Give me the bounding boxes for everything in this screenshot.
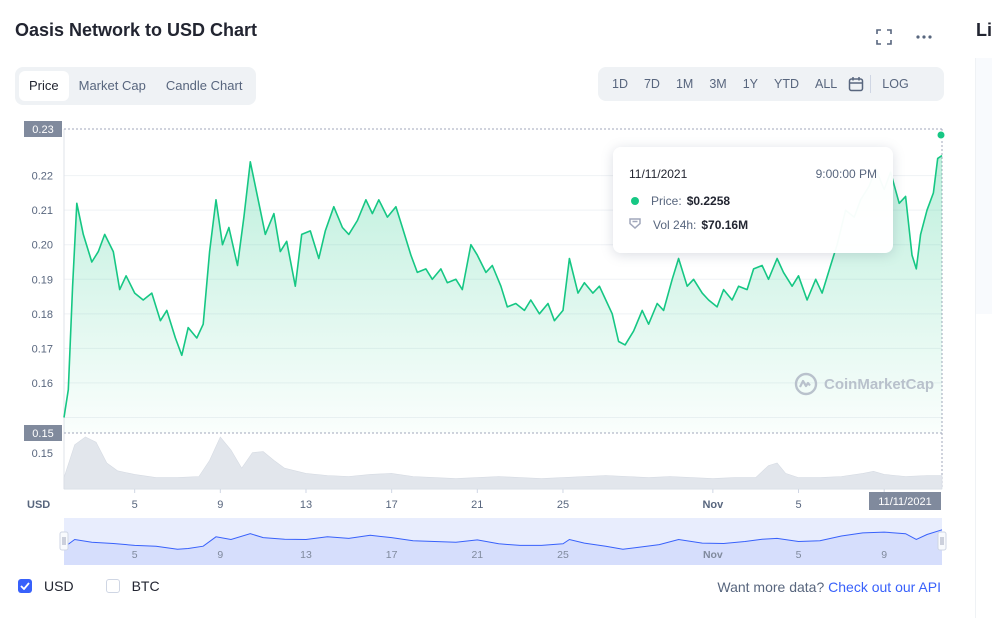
range-7d-button[interactable]: 7D: [643, 77, 660, 91]
x-tick-label: 17: [386, 499, 398, 511]
range-divider: [870, 75, 872, 93]
y-tick-label: 0.18: [32, 309, 53, 321]
range-1d-button[interactable]: 1D: [612, 77, 628, 91]
navigator-tick-label: 17: [386, 549, 398, 561]
tooltip-volume-value: $70.16M: [701, 218, 749, 232]
volume-area: [63, 436, 943, 490]
navigator-tick-label: 9: [217, 549, 223, 561]
tab-price[interactable]: Price: [19, 71, 69, 101]
navigator-tick-label: 5: [132, 549, 138, 561]
calendar-icon[interactable]: [845, 76, 867, 92]
range-1y-button[interactable]: 1Y: [742, 77, 759, 91]
tab-candle-chart[interactable]: Candle Chart: [165, 78, 243, 93]
max-price-tag: [24, 121, 62, 137]
x-tick-label: 5: [132, 499, 138, 511]
more-horizontal-icon[interactable]: [913, 26, 935, 48]
tooltip-price-value: $0.2258: [686, 194, 731, 208]
x-tick-label: Nov: [702, 499, 724, 511]
range-1m-button[interactable]: 1M: [675, 77, 694, 91]
hover-point: [936, 130, 946, 140]
x-tick-label: 9: [217, 499, 223, 511]
navigator-tick-label: 13: [300, 549, 312, 561]
usd-legend-label: USD: [44, 578, 74, 594]
navigator-right-handle[interactable]: [937, 531, 947, 551]
api-prompt: Want more data?: [717, 579, 825, 595]
usd-checkbox[interactable]: [18, 579, 32, 593]
chart-type-tabs: Price Market Cap Candle Chart: [15, 67, 257, 105]
tooltip-date: 11/11/2021: [629, 167, 688, 181]
expand-icon[interactable]: [873, 26, 895, 48]
api-promo: Want more data? Check out our API: [717, 579, 941, 595]
tooltip-volume-label: Vol 24h:: [653, 218, 697, 232]
navigator-tick-label: 25: [557, 549, 569, 561]
price-dot-icon: [631, 197, 639, 205]
navigator-tick-label: 21: [471, 549, 483, 561]
y-tick-label: 0.22: [32, 171, 53, 183]
navigator-area: [64, 529, 942, 565]
watermark-text: CoinMarketCap: [824, 375, 935, 393]
price-tooltip: 11/11/2021 9:00:00 PM Price: $0.2258 Vol…: [613, 147, 893, 253]
range-3m-button[interactable]: 3M: [709, 77, 727, 91]
navigator-left-handle[interactable]: [59, 531, 69, 551]
time-range-selector: 1D 7D 1M 3M 1Y YTD ALL LOG: [598, 67, 944, 101]
volume-axis-label: 0.15: [32, 448, 53, 460]
tab-market-cap[interactable]: Market Cap: [78, 78, 146, 93]
currency-axis-label: USD: [27, 499, 50, 511]
current-date-label: 11/11/2021: [878, 496, 931, 508]
x-tick-label: 21: [471, 499, 483, 511]
volume-shield-icon: [629, 218, 641, 232]
btc-legend-label: BTC: [131, 578, 160, 594]
y-tick-label: 0.16: [32, 378, 53, 390]
tooltip-time: 9:00:00 PM: [815, 167, 877, 181]
y-tick-label: 0.17: [32, 343, 53, 355]
coinmarketcap-watermark: CoinMarketCap: [794, 372, 934, 396]
navigator-line: [63, 529, 943, 550]
x-tick-label: 5: [795, 499, 801, 511]
coinmarketcap-logo-icon: [794, 372, 818, 396]
range-all-button[interactable]: ALL: [815, 77, 838, 91]
adjacent-panel: [975, 58, 992, 624]
y-tick-label: 0.21: [32, 205, 53, 217]
current-date-tag: [869, 492, 941, 510]
y-tick-label: 0.19: [32, 274, 53, 286]
page-title: Oasis Network to USD Chart: [15, 20, 258, 40]
navigator-tick-label: 5: [796, 549, 802, 561]
min-price-tag: [24, 425, 62, 441]
y-tick-label: 0.20: [32, 240, 53, 252]
x-tick-label: 13: [300, 499, 312, 511]
btc-checkbox[interactable]: [105, 579, 120, 593]
navigator-tick-label: 9: [881, 549, 887, 561]
currency-legend: USD BTC: [18, 578, 160, 594]
api-link[interactable]: Check out our API: [828, 579, 941, 595]
price-line: [63, 154, 943, 418]
range-ytd-button[interactable]: YTD: [774, 77, 800, 91]
x-tick-label: 25: [557, 499, 569, 511]
max-price-label: 0.23: [32, 124, 53, 136]
log-scale-button[interactable]: LOG: [882, 77, 909, 91]
navigator-tick-label: Nov: [703, 549, 723, 561]
adjacent-panel-title: Li: [976, 20, 992, 40]
tooltip-price-label: Price:: [651, 194, 682, 208]
min-price-label: 0.15: [32, 428, 53, 440]
